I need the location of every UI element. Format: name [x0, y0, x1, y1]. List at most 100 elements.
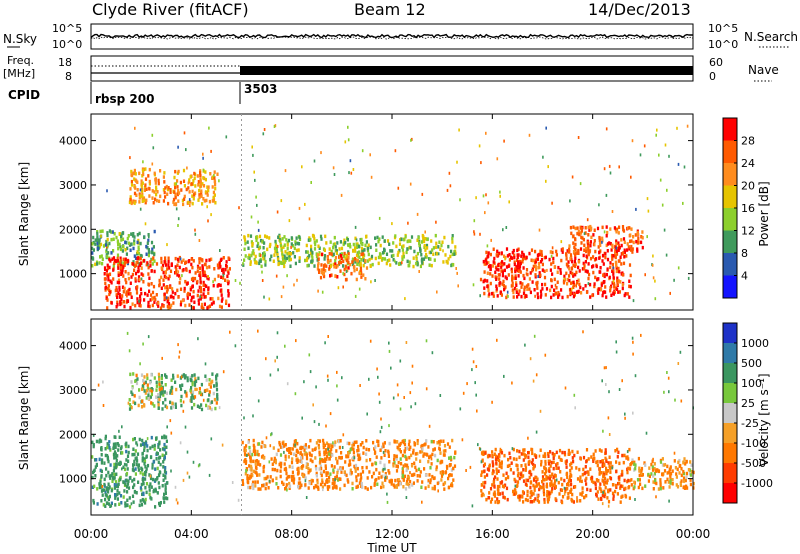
range-gate-cell [611, 245, 614, 249]
range-gate-cell [424, 486, 427, 490]
range-gate-cell [332, 262, 335, 267]
range-gate-cell [531, 280, 534, 284]
range-gate-cell [678, 471, 681, 475]
colorbar-segment [723, 275, 737, 299]
range-gate-cell [527, 455, 530, 459]
range-gate-cell [621, 453, 624, 458]
range-gate-cell [512, 471, 515, 475]
range-gate-cell [551, 487, 554, 491]
range-gate-cell [138, 277, 141, 282]
range-gate-cell [154, 297, 157, 302]
range-gate-cell [322, 441, 325, 446]
range-gate-cell [422, 257, 426, 261]
range-gate-cell [555, 450, 558, 455]
range-gate-cell [155, 198, 158, 203]
range-gate-cell [105, 253, 108, 257]
range-gate-cell [180, 403, 183, 408]
range-gate-cell [508, 200, 510, 204]
range-gate-cell [459, 407, 462, 411]
range-gate-cell [330, 447, 333, 452]
range-gate-cell [153, 259, 156, 263]
range-gate-cell [328, 475, 331, 480]
range-gate-cell [103, 477, 106, 482]
range-gate-cell [626, 450, 629, 454]
range-gate-cell [609, 286, 612, 290]
range-gate-cell [370, 280, 372, 284]
range-gate-cell [606, 257, 610, 262]
range-gate-cell [320, 471, 323, 475]
range-gate-cell [689, 468, 692, 472]
range-gate-cell [518, 455, 521, 460]
range-gate-cell [537, 500, 541, 504]
range-gate-cell [117, 264, 120, 268]
range-gate-cell [207, 275, 209, 278]
range-gate-cell [340, 256, 343, 261]
range-gate-cell [116, 492, 119, 497]
noise-right-tick: 10^5 [708, 22, 738, 35]
range-gate-cell [202, 270, 205, 274]
range-gate-cell [609, 476, 613, 481]
range-gate-cell [591, 293, 594, 298]
range-gate-cell [258, 261, 261, 266]
range-gate-cell [361, 149, 364, 153]
range-gate-cell [375, 455, 378, 459]
range-gate-cell [96, 262, 99, 266]
range-gate-cell [203, 270, 206, 275]
velocity-colorbar-label: Velocity [m s⁻¹] [757, 373, 771, 466]
range-gate-cell [630, 175, 632, 179]
range-gate-cell [292, 244, 295, 248]
range-gate-cell [198, 239, 201, 242]
range-gate-cell [287, 238, 291, 243]
range-gate-cell [447, 244, 450, 249]
range-gate-cell [566, 475, 569, 479]
range-gate-cell [136, 285, 139, 289]
range-gate-cell [141, 472, 145, 476]
range-gate-cell [285, 477, 288, 481]
power-data-layer [91, 124, 690, 310]
range-gate-cell [552, 293, 555, 297]
range-gate-cell [386, 500, 389, 504]
range-gate-cell [623, 453, 626, 458]
range-gate-cell [114, 452, 117, 456]
range-gate-cell [120, 501, 123, 505]
range-gate-cell [355, 485, 358, 489]
range-gate-cell [150, 257, 153, 262]
range-gate-cell [263, 128, 266, 131]
range-gate-cell [204, 374, 207, 378]
range-gate-cell [407, 482, 410, 486]
range-gate-cell [130, 201, 133, 206]
range-gate-cell [306, 462, 309, 467]
range-gate-cell [138, 192, 141, 196]
range-gate-cell [530, 480, 533, 484]
range-gate-cell [243, 446, 246, 450]
range-gate-cell [323, 457, 327, 461]
range-gate-cell [353, 256, 357, 261]
range-gate-cell [676, 485, 680, 489]
range-gate-cell [355, 267, 358, 272]
range-gate-cell [138, 171, 141, 176]
range-gate-cell [98, 238, 101, 242]
range-gate-cell [291, 447, 294, 451]
range-gate-cell [689, 482, 692, 487]
range-gate-cell [598, 470, 601, 474]
range-gate-cell [114, 442, 117, 446]
range-gate-cell [255, 235, 258, 240]
range-gate-cell [634, 463, 637, 467]
range-gate-cell [511, 281, 514, 285]
velocity-data-layer [91, 329, 695, 509]
range-gate-cell [542, 485, 545, 489]
range-gate-cell [132, 465, 134, 469]
range-gate-cell [585, 476, 588, 481]
range-gate-cell [609, 261, 612, 265]
frequency-panel: Freq. [MHz] 18 8 60 0 Nave [3, 54, 779, 83]
range-gate-cell [524, 343, 526, 347]
range-gate-cell [145, 244, 148, 249]
range-gate-cell [527, 460, 530, 465]
range-gate-cell [583, 248, 586, 252]
range-gate-cell [563, 492, 566, 496]
colorbar-segment [723, 118, 737, 141]
range-gate-cell [143, 381, 146, 386]
range-gate-cell [631, 460, 634, 465]
range-gate-cell [163, 434, 166, 438]
range-gate-cell [189, 287, 192, 292]
